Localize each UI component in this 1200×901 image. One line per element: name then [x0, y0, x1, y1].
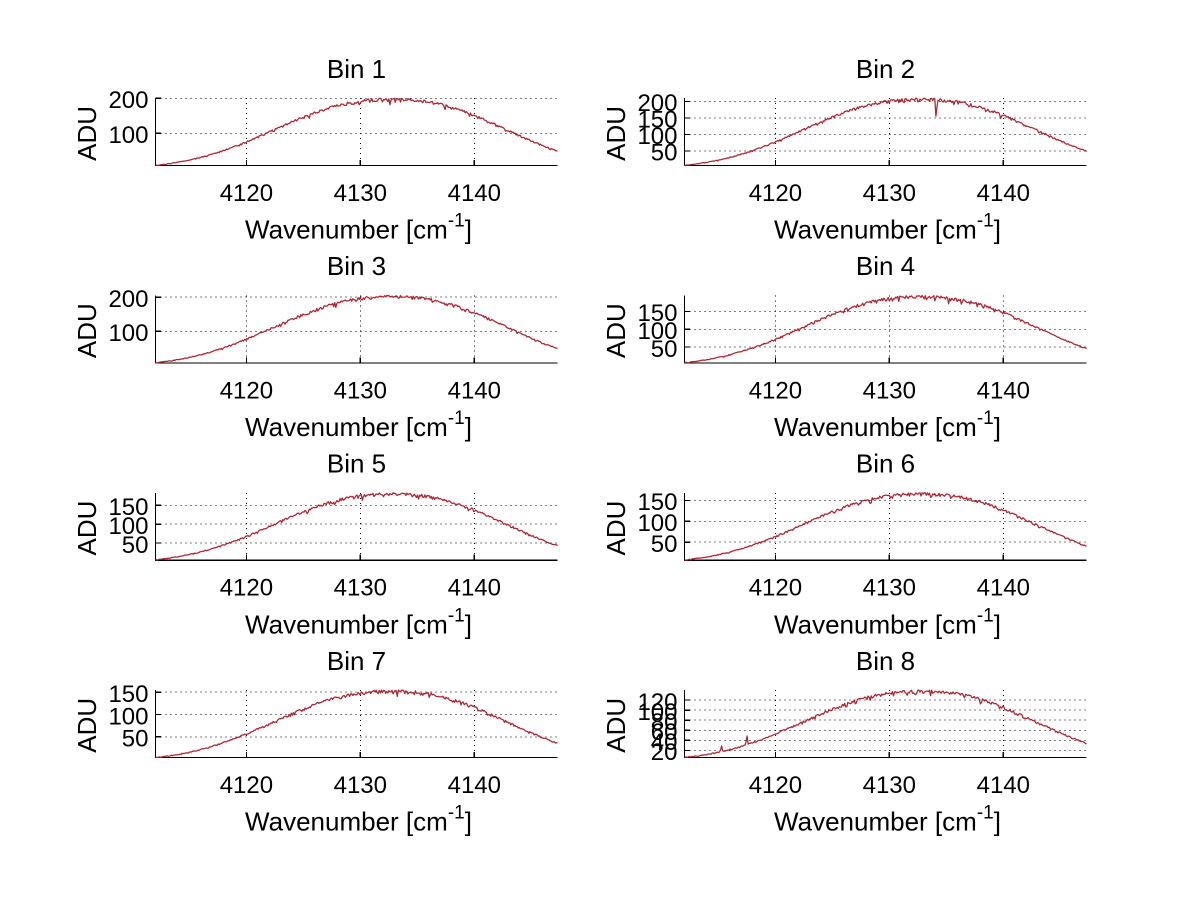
- svg-text:4140: 4140: [977, 377, 1030, 404]
- svg-text:Wavenumber [cm-1]: Wavenumber [cm-1]: [774, 803, 1001, 837]
- svg-text:4140: 4140: [448, 575, 501, 602]
- svg-text:Wavenumber [cm-1]: Wavenumber [cm-1]: [774, 211, 1001, 245]
- svg-text:200: 200: [108, 286, 148, 313]
- svg-text:150: 150: [637, 300, 677, 327]
- svg-text:Wavenumber [cm-1]: Wavenumber [cm-1]: [774, 408, 1001, 442]
- svg-text:150: 150: [108, 494, 148, 521]
- svg-text:100: 100: [637, 318, 677, 345]
- svg-text:120: 120: [637, 689, 677, 716]
- svg-text:100: 100: [108, 703, 148, 730]
- svg-text:4120: 4120: [749, 772, 802, 799]
- svg-text:Bin 2: Bin 2: [856, 54, 915, 84]
- svg-text:ADU: ADU: [601, 303, 631, 358]
- svg-text:Bin 1: Bin 1: [327, 54, 386, 84]
- svg-text:Wavenumber [cm-1]: Wavenumber [cm-1]: [245, 211, 472, 245]
- svg-text:4130: 4130: [863, 377, 916, 404]
- svg-text:50: 50: [122, 726, 149, 753]
- svg-text:4130: 4130: [863, 575, 916, 602]
- svg-text:4140: 4140: [977, 180, 1030, 207]
- svg-text:ADU: ADU: [72, 698, 102, 753]
- svg-text:ADU: ADU: [601, 501, 631, 556]
- svg-text:20: 20: [651, 739, 678, 766]
- svg-text:4130: 4130: [334, 377, 387, 404]
- svg-text:4140: 4140: [977, 575, 1030, 602]
- svg-text:4140: 4140: [977, 772, 1030, 799]
- svg-text:Wavenumber [cm-1]: Wavenumber [cm-1]: [245, 408, 472, 442]
- svg-text:150: 150: [108, 681, 148, 708]
- svg-text:50: 50: [651, 140, 678, 167]
- svg-text:4140: 4140: [448, 180, 501, 207]
- svg-text:200: 200: [637, 90, 677, 117]
- svg-text:4120: 4120: [220, 575, 273, 602]
- svg-text:4130: 4130: [334, 575, 387, 602]
- svg-text:Bin 3: Bin 3: [327, 251, 386, 281]
- svg-text:Bin 8: Bin 8: [856, 646, 915, 676]
- svg-text:150: 150: [637, 489, 677, 516]
- svg-text:4120: 4120: [220, 180, 273, 207]
- svg-text:4120: 4120: [749, 180, 802, 207]
- svg-text:200: 200: [108, 87, 148, 114]
- svg-text:Wavenumber [cm-1]: Wavenumber [cm-1]: [774, 605, 1001, 639]
- svg-text:ADU: ADU: [72, 303, 102, 358]
- svg-text:100: 100: [637, 123, 677, 150]
- svg-text:100: 100: [637, 699, 677, 726]
- svg-text:Bin 5: Bin 5: [327, 449, 386, 479]
- svg-text:4120: 4120: [749, 377, 802, 404]
- svg-text:Wavenumber [cm-1]: Wavenumber [cm-1]: [245, 803, 472, 837]
- svg-text:60: 60: [651, 719, 678, 746]
- svg-text:50: 50: [651, 531, 678, 558]
- svg-text:100: 100: [108, 513, 148, 540]
- svg-text:4130: 4130: [863, 772, 916, 799]
- svg-text:4130: 4130: [334, 772, 387, 799]
- svg-text:Wavenumber [cm-1]: Wavenumber [cm-1]: [245, 605, 472, 639]
- svg-text:100: 100: [637, 510, 677, 537]
- svg-text:4140: 4140: [448, 377, 501, 404]
- svg-text:Bin 6: Bin 6: [856, 449, 915, 479]
- svg-text:4120: 4120: [220, 772, 273, 799]
- svg-text:40: 40: [651, 729, 678, 756]
- svg-text:100: 100: [108, 122, 148, 149]
- svg-text:4130: 4130: [863, 180, 916, 207]
- svg-text:150: 150: [637, 107, 677, 134]
- svg-text:100: 100: [108, 320, 148, 347]
- svg-text:4130: 4130: [334, 180, 387, 207]
- svg-text:Bin 4: Bin 4: [856, 251, 915, 281]
- svg-text:50: 50: [122, 532, 149, 559]
- svg-text:4120: 4120: [749, 575, 802, 602]
- svg-text:Bin 7: Bin 7: [327, 646, 386, 676]
- svg-text:ADU: ADU: [72, 501, 102, 556]
- svg-text:ADU: ADU: [601, 698, 631, 753]
- svg-text:4120: 4120: [220, 377, 273, 404]
- svg-text:ADU: ADU: [601, 106, 631, 161]
- svg-text:4140: 4140: [448, 772, 501, 799]
- svg-text:80: 80: [651, 709, 678, 736]
- svg-text:ADU: ADU: [72, 106, 102, 161]
- svg-text:50: 50: [651, 336, 678, 363]
